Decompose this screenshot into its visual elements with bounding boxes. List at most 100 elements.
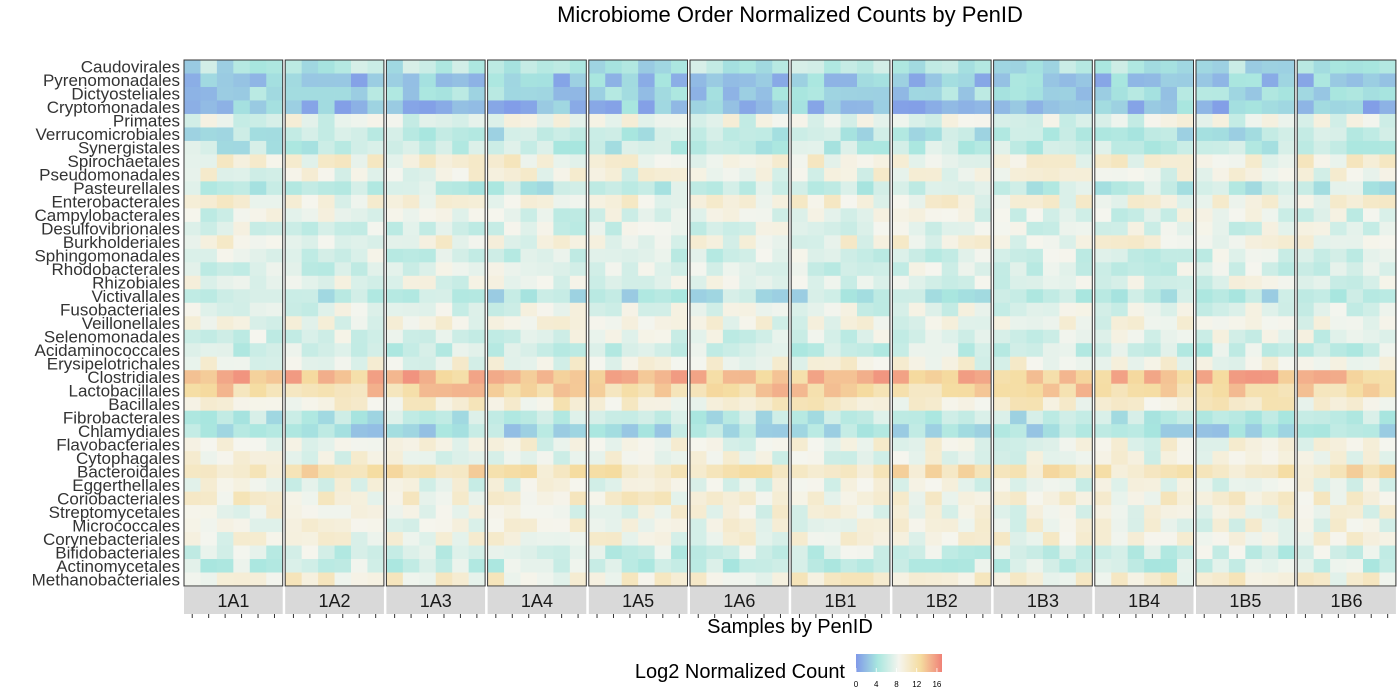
heatmap-cell [1346,302,1364,317]
heatmap-cell [892,289,910,304]
heatmap-cell [334,437,352,452]
heatmap-cell [840,73,858,88]
heatmap-cell [1010,572,1027,587]
heatmap-cell [654,316,672,331]
heatmap-cell [1330,248,1347,263]
heatmap-cell [1094,383,1112,398]
heatmap-cell [1228,208,1246,223]
heatmap-cell [638,451,655,466]
heatmap-cell [266,518,284,533]
heatmap-cell [249,397,267,412]
heatmap-cell [249,208,267,223]
heatmap-cell [605,464,623,479]
heatmap-cell [873,316,891,331]
heatmap-cell [1261,127,1279,142]
heatmap-cell [200,356,218,371]
heatmap-cell [1059,275,1077,290]
heatmap-cell [1075,478,1093,492]
heatmap-cell [419,113,437,128]
heatmap-cell [216,572,234,587]
heatmap-cell [824,194,841,209]
heatmap-cell [435,140,453,155]
heatmap-cell [1144,113,1161,128]
heatmap-cell [487,545,505,560]
heatmap-cell [1026,262,1044,277]
heatmap-cell [487,356,505,371]
heatmap-cell [941,167,959,182]
heatmap-cell [974,86,992,101]
heatmap-cell [553,127,571,142]
heatmap-cell [755,424,773,439]
heatmap-cell [285,167,303,182]
heatmap-cell [772,262,790,277]
heatmap-cell [638,464,655,479]
heatmap-cell [706,451,724,466]
heatmap-cell [993,491,1011,506]
heatmap-cell [840,262,858,277]
heatmap-cell [301,343,319,358]
heatmap-cell [1177,154,1194,169]
row-label: Lactobacillales [68,381,180,400]
heatmap-cell [772,464,790,479]
heatmap-cell [249,329,267,344]
heatmap-cell [233,397,251,412]
heatmap-cell [1177,397,1194,412]
heatmap-cell [1245,100,1263,115]
heatmap-cell [1160,181,1178,196]
heatmap-cell [419,491,437,506]
heatmap-cell [1261,545,1279,560]
heatmap-cell [755,208,773,223]
heatmap-cell [1059,464,1077,479]
heatmap-cell [1144,140,1161,155]
heatmap-cell [569,451,587,466]
heatmap-cell [1177,410,1194,425]
heatmap-cell [504,545,521,560]
heatmap-cell [1278,302,1296,317]
heatmap-cell [249,262,267,277]
heatmap-cell [1297,505,1315,519]
heatmap-cell [1261,86,1279,101]
heatmap-cell [301,397,319,412]
heatmap-cell [334,383,352,398]
heatmap-cell [840,235,858,250]
heatmap-cell [301,410,319,425]
heatmap-cell [266,505,284,519]
heatmap-cell [857,86,874,101]
heatmap-cell [249,154,267,169]
heatmap-cell [1297,532,1315,546]
heatmap-cell [857,302,874,317]
heatmap-cell [755,73,773,88]
heatmap-cell [941,289,959,304]
heatmap-cell [1042,397,1060,412]
heatmap-cell [840,532,858,546]
heatmap-cell [402,478,420,492]
heatmap-cell [1346,154,1364,169]
heatmap-cell [908,545,926,560]
heatmap-cell [184,491,201,506]
row-label: Primates [113,112,180,131]
heatmap-cell [1075,316,1093,331]
heatmap-cell [536,424,554,439]
heatmap-cell [739,478,757,492]
heatmap-cell [722,316,740,331]
heatmap-cell [536,397,554,412]
heatmap-cell [1278,329,1296,344]
heatmap-cell [588,316,606,331]
heatmap-cell [755,262,773,277]
heatmap-cell [536,356,554,371]
heatmap-cell [285,572,303,587]
heatmap-cell [706,60,724,74]
heatmap-cell [504,73,521,88]
heatmap-cell [1245,127,1263,142]
heatmap-cell [857,505,874,519]
heatmap-cell [791,221,809,236]
heatmap-cell [233,86,251,101]
heatmap-cell [266,127,284,142]
heatmap-cell [285,424,303,439]
heatmap-cell [184,73,201,88]
heatmap-cell [1177,559,1194,573]
heatmap-cell [958,86,976,101]
heatmap-cell [1228,140,1246,155]
heatmap-cell [840,113,858,128]
heatmap-cell [487,127,505,142]
